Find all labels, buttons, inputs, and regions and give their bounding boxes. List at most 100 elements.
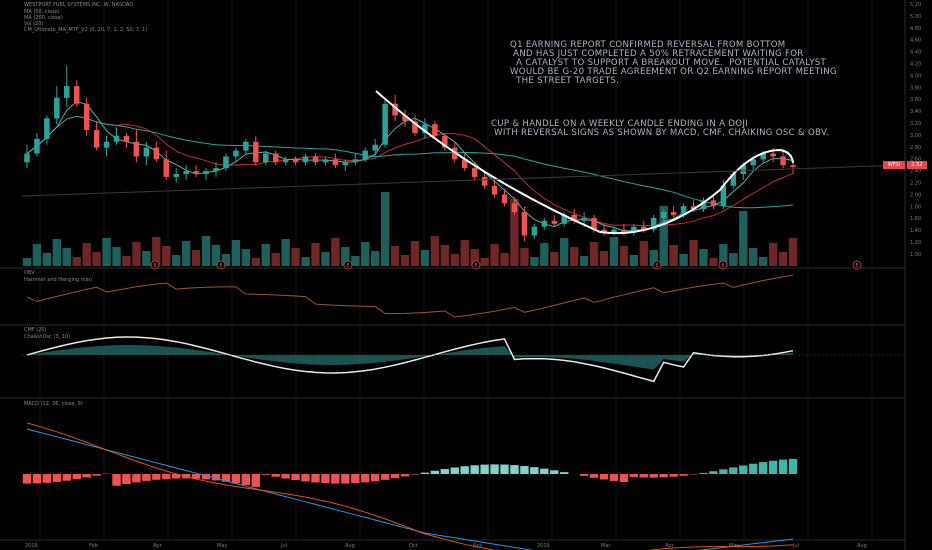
macd-histogram-bar xyxy=(142,474,151,481)
volume-legend: Vol (20) xyxy=(24,21,44,27)
price-tick-label: 4.80 xyxy=(910,26,921,32)
earnings-marker-label: E xyxy=(855,263,858,269)
candle-body xyxy=(372,144,378,151)
macd-histogram-bar xyxy=(659,474,668,478)
candle-body xyxy=(760,153,766,160)
macd-histogram-bar xyxy=(122,474,131,485)
candle-body xyxy=(551,220,557,224)
candle-body xyxy=(571,215,577,221)
volume-bar xyxy=(371,251,380,266)
macd-histogram-bar xyxy=(32,474,42,484)
candle-body xyxy=(193,171,199,174)
candle-body xyxy=(253,141,259,163)
volume-bar xyxy=(540,243,549,266)
earnings-marker xyxy=(652,260,662,270)
volume-bar xyxy=(768,243,778,266)
candle-body xyxy=(641,226,647,230)
earnings-marker-label: E xyxy=(153,263,156,269)
macd-histogram-bar xyxy=(191,474,201,479)
candle-body xyxy=(412,121,418,133)
macd-histogram-bar xyxy=(560,472,569,474)
candle-body xyxy=(700,200,707,210)
macd-histogram-bar xyxy=(709,471,718,474)
volume-bar xyxy=(430,236,440,266)
volume-bar xyxy=(510,199,519,266)
price-tick-label: 4.40 xyxy=(910,50,921,56)
volume-bar xyxy=(520,248,529,266)
macd-histogram-bar xyxy=(530,467,539,474)
candle-body xyxy=(143,147,150,157)
candle-body xyxy=(173,174,179,177)
price-tick-label: 2.40 xyxy=(910,169,921,175)
candlesticks xyxy=(24,65,796,242)
candle-body xyxy=(471,168,478,177)
candle-body xyxy=(342,162,349,166)
volume-bar xyxy=(420,250,430,266)
volume-bar xyxy=(82,243,91,266)
cmf-area xyxy=(26,345,794,370)
price-tick-label: 3.80 xyxy=(910,85,921,91)
candle-body xyxy=(501,194,508,204)
candle-body xyxy=(213,168,219,172)
price-tick-label: 5.00 xyxy=(910,14,921,20)
volume-bar xyxy=(331,238,340,266)
candle-body xyxy=(263,153,269,163)
candle-body xyxy=(581,217,587,221)
volume-bar xyxy=(62,248,71,266)
volume-bar xyxy=(92,252,101,266)
candle-body xyxy=(790,165,796,167)
macd-histogram-bar xyxy=(609,474,619,481)
macd-histogram-bar xyxy=(311,474,320,483)
ma50-line xyxy=(26,115,794,227)
trend-line xyxy=(21,164,906,197)
volume-bar xyxy=(172,255,181,266)
macd-histogram-bar xyxy=(788,458,798,474)
candle-body xyxy=(720,185,727,207)
macd-histogram-bar xyxy=(331,474,340,484)
earnings-marker xyxy=(852,260,862,270)
macd-histogram-bar xyxy=(281,474,290,479)
macd-histogram-bar xyxy=(460,466,469,474)
candle-body xyxy=(561,215,567,224)
date-tick-label: 2019 xyxy=(537,543,550,549)
candle-body xyxy=(591,217,597,230)
macd-histogram-bar xyxy=(201,474,211,480)
candle-body xyxy=(73,86,80,104)
candle-body xyxy=(740,165,747,174)
macd-histogram-bar xyxy=(629,474,639,477)
candle-body xyxy=(93,130,100,148)
macd-histogram-bar xyxy=(132,474,141,483)
volume-bar xyxy=(788,238,798,266)
candle-body xyxy=(362,150,368,160)
volume-bar xyxy=(261,244,270,266)
price-tick-label: 1.40 xyxy=(910,228,921,234)
volume-bar xyxy=(579,256,589,266)
chaikin-line xyxy=(26,336,794,383)
candle-body xyxy=(402,115,408,122)
volume-bar xyxy=(221,254,231,266)
volume-bars xyxy=(22,192,798,266)
volume-bar xyxy=(759,257,768,266)
price-tick-label: 4.60 xyxy=(910,38,921,44)
macd-histogram-bar xyxy=(510,465,519,474)
candle-body xyxy=(123,135,130,142)
volume-bar xyxy=(102,238,111,266)
candle-body xyxy=(660,212,667,218)
candle-body xyxy=(292,159,299,163)
candle-body xyxy=(631,226,637,233)
macd-histogram-bar xyxy=(768,460,778,474)
macd-histogram-bar xyxy=(589,474,599,478)
macd-histogram-bar xyxy=(679,474,688,476)
candle-body xyxy=(780,156,786,166)
volume-bar xyxy=(122,256,131,266)
candle-body xyxy=(272,153,279,163)
volume-bar xyxy=(609,237,619,266)
symbol-title: WESTPORT FUEL SYSTEMS INC, W, NASDAQ xyxy=(24,2,134,8)
date-tick-label: 2018 xyxy=(25,543,38,549)
volume-bar xyxy=(569,247,579,266)
macd-histogram-bar xyxy=(241,474,251,486)
macd-pane xyxy=(22,422,798,550)
date-tick-label: Nov xyxy=(473,543,483,549)
volume-bar xyxy=(351,256,360,266)
